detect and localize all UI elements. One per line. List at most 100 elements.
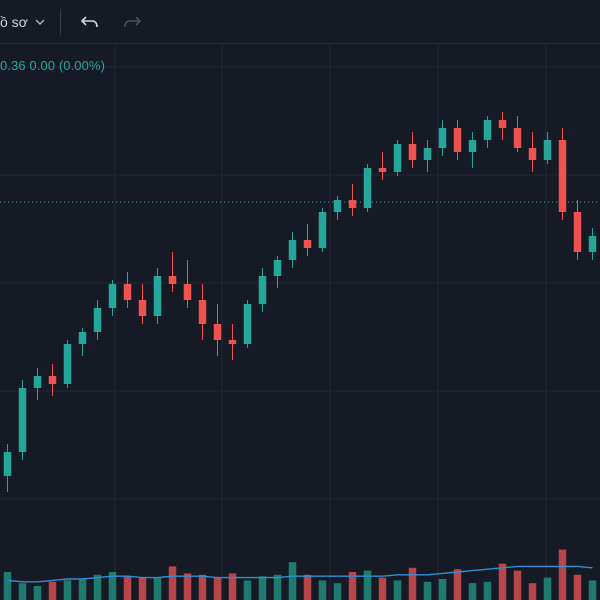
candle-body [153,276,162,316]
ohlc-legend: 0.36 0.00 (0.00%) [0,58,106,73]
candle [63,340,72,388]
chart-type-button[interactable]: ồ sơ [0,6,46,38]
candle [498,112,507,140]
volume-bar [288,562,297,600]
redo-icon [122,14,142,30]
chart-grid [0,45,600,600]
volume-bar [93,574,102,600]
candle [348,184,357,216]
candle [93,300,102,340]
candle [168,252,177,292]
candle-body [498,120,507,128]
volume-bar [543,577,552,600]
undo-button[interactable] [75,6,105,38]
candle-body [3,452,12,476]
candle-body [468,140,477,152]
candle [483,116,492,148]
volume-bar [378,577,387,600]
candle [528,132,537,172]
volume-bar [318,580,327,600]
volume-bar [348,572,357,600]
candle-body [483,120,492,140]
candle [558,128,567,220]
price-chart[interactable] [0,45,600,600]
candle-body [393,144,402,172]
candle-body [33,376,42,388]
volume-bar [363,570,372,600]
candle-body [228,340,237,344]
candle [453,120,462,160]
candle-body [573,212,582,252]
volume-bar [198,574,207,600]
candle-body [348,200,357,208]
candle [333,196,342,220]
candle-body [78,332,87,344]
volume-bar [258,576,267,600]
redo-button[interactable] [117,6,147,38]
candle [273,256,282,288]
volume-bar [3,572,12,600]
candle-body [243,304,252,344]
candle [123,272,132,308]
candle [258,268,267,312]
volume-bar [393,580,402,600]
volume-bar [63,580,72,600]
volume-bar [528,583,537,600]
volume-bar [48,581,57,600]
candle-body [528,148,537,160]
candle [48,364,57,396]
volume-bar [423,581,432,600]
candle-body [543,140,552,160]
volume-bar [138,577,147,600]
candle-body [138,300,147,316]
candle [78,328,87,356]
candle-body [333,200,342,212]
volume-bar [108,572,117,600]
candle-body [168,276,177,284]
volume-bar [498,563,507,600]
toolbar: ồ sơ [0,0,600,44]
candle-body [423,148,432,160]
candle [378,152,387,180]
volume-bar [333,583,342,600]
volume-bar [468,583,477,600]
candle-body [378,168,387,172]
volume-bar [513,570,522,600]
candle [108,280,117,316]
candle [18,380,27,460]
candle [318,208,327,252]
candle [198,284,207,340]
candle [573,200,582,260]
volume-bar [213,577,222,600]
candle-body [513,128,522,148]
candle [438,120,447,156]
volume-bar [78,579,87,600]
candle-body [288,240,297,260]
candle [228,324,237,360]
candle-body [63,344,72,384]
candle-body [198,300,207,324]
candle [213,304,222,356]
volume-bar [453,569,462,600]
volume-bar [168,566,177,600]
candle [183,260,192,308]
candle-body [453,128,462,152]
candle-body [258,276,267,304]
candle-body [273,260,282,276]
candle [513,116,522,152]
candle [303,224,312,256]
candle [543,132,552,164]
candle-body [303,240,312,248]
candle [288,232,297,268]
chart-type-label: ồ sơ [0,13,28,30]
candle-body [123,284,132,300]
candle-body [363,168,372,208]
undo-icon [80,14,100,30]
volume-bar [588,580,597,600]
candle [138,284,147,324]
volume-bar [33,586,42,600]
candle-body [93,308,102,332]
candle-body [438,128,447,148]
volume-bar [153,577,162,600]
candle-body [48,376,57,384]
